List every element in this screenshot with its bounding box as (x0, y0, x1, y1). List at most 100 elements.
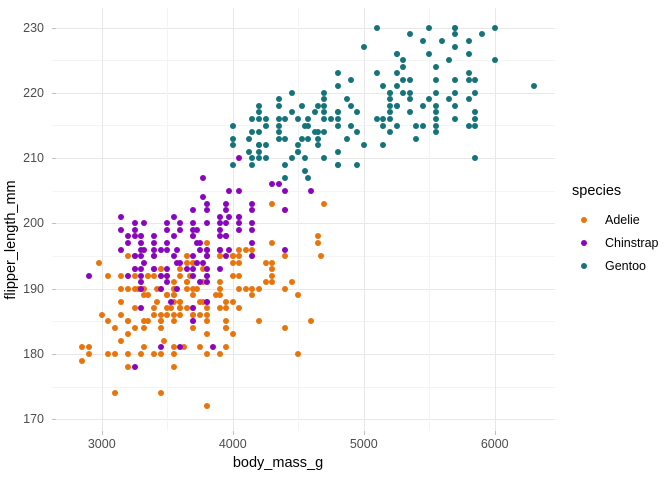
data-point (131, 226, 138, 233)
data-point (373, 24, 380, 31)
data-point (177, 298, 184, 305)
data-point (170, 350, 177, 357)
data-point (288, 279, 295, 286)
data-point (373, 70, 380, 77)
data-point (393, 83, 400, 90)
data-point (249, 129, 256, 136)
data-point (216, 266, 223, 273)
data-point (124, 364, 131, 371)
data-point (151, 305, 158, 312)
data-point (393, 70, 400, 77)
data-point (216, 305, 223, 312)
data-point (190, 285, 197, 292)
data-point (311, 109, 318, 116)
data-point (400, 76, 407, 83)
data-point (157, 272, 164, 279)
data-point (144, 292, 151, 299)
data-point (400, 63, 407, 70)
legend-item-adelie[interactable]: Adelie (572, 208, 672, 231)
data-point (452, 31, 459, 38)
data-point (118, 213, 125, 220)
data-point (151, 350, 158, 357)
data-point (465, 50, 472, 57)
data-point (105, 272, 112, 279)
x-axis-title: body_mass_g (232, 455, 324, 471)
data-point (344, 135, 351, 142)
data-point (183, 253, 190, 260)
data-point (124, 285, 131, 292)
data-point (79, 357, 86, 364)
data-point (164, 220, 171, 227)
gridline-vertical (102, 8, 103, 431)
data-point (141, 318, 148, 325)
data-point (141, 259, 148, 266)
data-point (255, 148, 262, 155)
data-point (190, 259, 197, 266)
data-point (255, 115, 262, 122)
data-point (187, 272, 194, 279)
data-point (321, 129, 328, 136)
data-point (229, 298, 236, 305)
data-point (226, 246, 233, 253)
data-point (262, 279, 269, 286)
data-point (223, 344, 230, 351)
data-point (151, 311, 158, 318)
data-point (288, 155, 295, 162)
data-point (197, 344, 204, 351)
gridline-horizontal (52, 321, 555, 322)
data-point (197, 240, 204, 246)
data-point (255, 318, 262, 325)
y-tick-mark (52, 28, 56, 29)
gridline-horizontal (52, 387, 555, 388)
data-point (197, 311, 204, 318)
legend-label: Adelie (605, 212, 640, 227)
legend-item-gentoo[interactable]: Gentoo (572, 254, 672, 277)
data-point (249, 207, 256, 214)
y-tick-mark (52, 354, 56, 355)
data-point (314, 129, 321, 136)
data-point (124, 318, 131, 325)
data-point (314, 240, 321, 246)
legend-item-chinstrap[interactable]: Chinstrap (572, 231, 672, 254)
gridline-horizontal (52, 93, 555, 94)
gridline-horizontal (52, 28, 555, 29)
data-point (216, 285, 223, 292)
data-point (160, 337, 167, 344)
data-point (465, 122, 472, 129)
data-point (249, 246, 256, 253)
data-point (223, 298, 230, 305)
data-point (223, 324, 230, 331)
legend-dot-icon (580, 216, 587, 223)
data-point (347, 102, 354, 109)
data-point (426, 96, 433, 103)
data-point (151, 233, 158, 240)
data-point (216, 279, 223, 286)
data-point (321, 109, 328, 116)
data-point (301, 168, 308, 175)
data-point (141, 292, 148, 299)
data-point (193, 259, 200, 266)
data-point (347, 76, 354, 83)
data-point (203, 253, 210, 260)
data-point (216, 350, 223, 357)
data-point (193, 240, 200, 246)
data-point (118, 298, 125, 305)
data-point (190, 318, 197, 325)
data-point (151, 246, 158, 253)
data-point (452, 89, 459, 96)
data-point (380, 142, 387, 149)
y-tick-label: 170 (23, 412, 44, 427)
data-point (197, 298, 204, 305)
data-point (170, 298, 177, 305)
data-point (305, 174, 312, 181)
data-point (180, 344, 187, 351)
data-point (255, 109, 262, 116)
data-point (131, 305, 138, 312)
data-point (452, 44, 459, 51)
data-point (354, 161, 361, 168)
data-point (200, 279, 207, 286)
data-point (170, 279, 177, 286)
y-tick-label: 210 (23, 151, 44, 166)
data-point (432, 63, 439, 70)
data-point (308, 187, 315, 194)
